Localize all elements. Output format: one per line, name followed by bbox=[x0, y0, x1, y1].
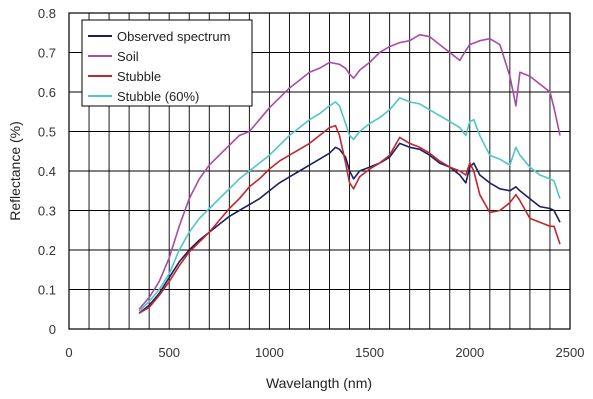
x-tick-label: 1000 bbox=[255, 345, 284, 360]
legend-label: Soil bbox=[117, 49, 139, 64]
y-tick-label: 0.6 bbox=[38, 85, 56, 100]
series-line-2 bbox=[138, 33, 561, 310]
y-axis-ticks: 0 0.1 0.2 0.3 0.4 0.5 0.6 0.7 0.8 bbox=[38, 6, 56, 337]
series-line-3 bbox=[138, 124, 561, 314]
y-tick-label: 0.2 bbox=[38, 243, 56, 258]
x-tick-label: 500 bbox=[158, 345, 180, 360]
y-tick-label: 0.8 bbox=[38, 6, 56, 21]
x-axis-label: Wavelangth (nm) bbox=[266, 375, 372, 391]
x-tick-label: 0 bbox=[65, 345, 72, 360]
y-tick-label: 0.7 bbox=[38, 46, 56, 61]
legend-box bbox=[81, 19, 253, 107]
x-tick-label: 2500 bbox=[556, 345, 585, 360]
y-tick-label: 0.3 bbox=[38, 204, 56, 219]
legend-label: Observed spectrum bbox=[117, 29, 230, 44]
x-tick-label: 2000 bbox=[455, 345, 484, 360]
series-line-4 bbox=[138, 97, 561, 312]
x-axis-ticks: 0 500 1000 1500 2000 2500 bbox=[65, 345, 584, 360]
series-group bbox=[138, 33, 561, 314]
series-line-1 bbox=[138, 142, 561, 314]
legend-label: Stubble bbox=[117, 69, 161, 84]
y-tick-label: 0 bbox=[49, 322, 56, 337]
y-tick-label: 0.1 bbox=[38, 283, 56, 298]
y-axis-label: Reflectance (%) bbox=[7, 121, 23, 221]
y-tick-label: 0.4 bbox=[38, 164, 56, 179]
y-tick-label: 0.5 bbox=[38, 125, 56, 140]
legend-label: Stubble (60%) bbox=[117, 89, 199, 104]
legend: Observed spectrum Soil Stubble Stubble (60%… bbox=[81, 19, 253, 107]
plot-frame bbox=[68, 12, 571, 330]
x-tick-label: 1500 bbox=[355, 345, 384, 360]
